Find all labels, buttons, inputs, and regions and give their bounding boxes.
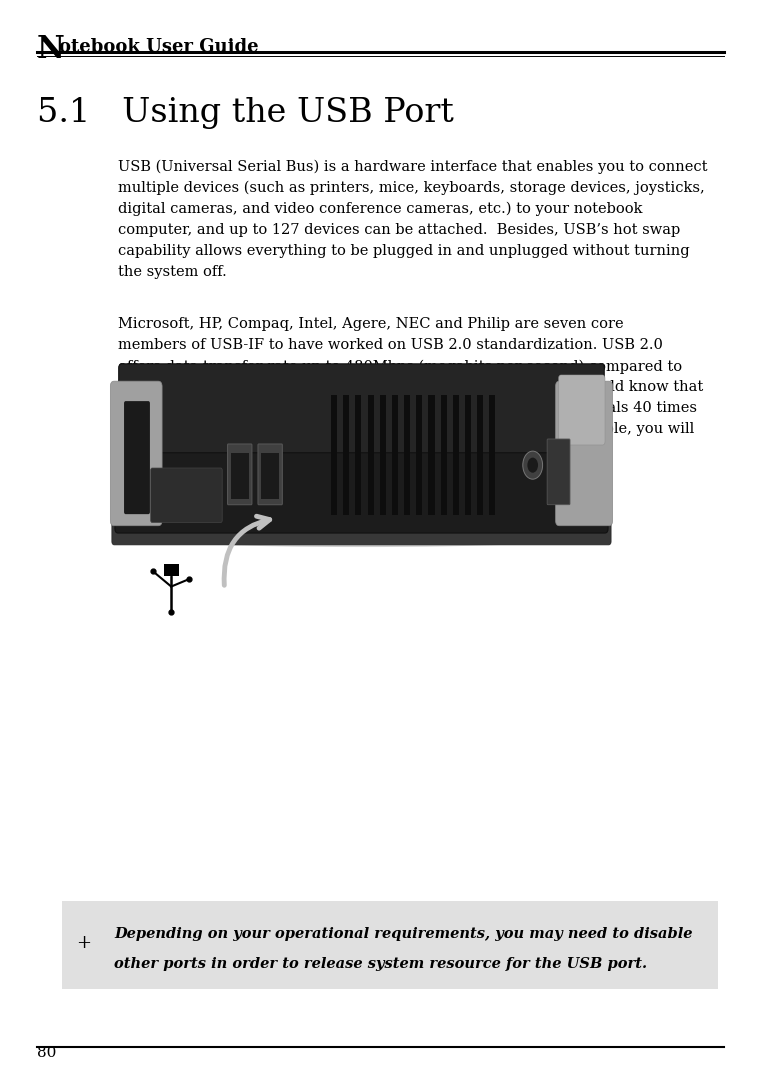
Text: multiple devices (such as printers, mice, keyboards, storage devices, joysticks,: multiple devices (such as printers, mice…	[118, 180, 705, 195]
Text: computer, and up to 127 devices can be attached.  Besides, USB’s hot swap: computer, and up to 127 devices can be a…	[118, 222, 680, 236]
FancyBboxPatch shape	[124, 401, 150, 515]
Text: USB (Universal Serial Bus) is a hardware interface that enables you to connect: USB (Universal Serial Bus) is a hardware…	[118, 160, 708, 174]
FancyBboxPatch shape	[112, 517, 611, 545]
Bar	[261, 453, 279, 498]
Bar	[428, 395, 435, 516]
Ellipse shape	[138, 528, 585, 547]
Bar	[355, 395, 361, 516]
Bar	[343, 395, 349, 516]
FancyBboxPatch shape	[119, 364, 604, 453]
FancyBboxPatch shape	[559, 375, 605, 445]
Circle shape	[523, 451, 543, 479]
Text: digital cameras, and video conference cameras, etc.) to your notebook: digital cameras, and video conference ca…	[118, 202, 642, 216]
Bar	[416, 395, 422, 516]
FancyBboxPatch shape	[547, 439, 570, 505]
Text: offers data transfer rate up to 480Mbps (megabits per second) compared to: offers data transfer rate up to 480Mbps …	[118, 359, 682, 373]
Text: USB 1.1 devices, which transfer at speeds of 12Mbps. So, you could know that: USB 1.1 devices, which transfer at speed…	[118, 380, 703, 394]
Text: USB 2.0 can transfer data between the computer and its peripherals 40 times: USB 2.0 can transfer data between the co…	[118, 401, 697, 415]
Text: capability allows everything to be plugged in and unplugged without turning: capability allows everything to be plugg…	[118, 244, 689, 258]
FancyBboxPatch shape	[110, 381, 162, 525]
Text: 80: 80	[37, 1046, 56, 1060]
Bar	[404, 395, 410, 516]
Bar	[368, 395, 374, 516]
FancyArrowPatch shape	[224, 516, 269, 585]
Text: Depending on your operational requirements, you may need to disable: Depending on your operational requiremen…	[114, 928, 693, 941]
Bar	[453, 395, 459, 516]
Text: be able to use a USB 1.1 device in a USB 2.0 compliant system.: be able to use a USB 1.1 device in a USB…	[118, 443, 590, 457]
Bar	[331, 395, 337, 516]
Bar	[392, 395, 398, 516]
Text: members of USB-IF to have worked on USB 2.0 standardization. USB 2.0: members of USB-IF to have worked on USB …	[118, 338, 663, 352]
Bar	[477, 395, 483, 516]
Text: the system off.: the system off.	[118, 264, 227, 278]
Text: other ports in order to release system resource for the USB port.: other ports in order to release system r…	[114, 957, 648, 970]
Bar	[380, 395, 386, 516]
Bar	[231, 453, 249, 498]
Text: 5.1   Using the USB Port: 5.1 Using the USB Port	[37, 97, 454, 129]
FancyBboxPatch shape	[151, 468, 222, 522]
Bar	[441, 395, 447, 516]
Text: faster than USB 1.1. However, USB 2.0 is fully backward compatible, you will: faster than USB 1.1. However, USB 2.0 is…	[118, 422, 694, 436]
Bar	[62, 901, 718, 989]
FancyBboxPatch shape	[258, 445, 282, 505]
Bar	[465, 395, 471, 516]
FancyBboxPatch shape	[556, 381, 613, 525]
Text: +: +	[76, 934, 91, 952]
Text: N: N	[37, 33, 65, 65]
Bar	[164, 564, 179, 576]
FancyBboxPatch shape	[115, 440, 608, 533]
Circle shape	[527, 457, 538, 473]
Text: otebook User Guide: otebook User Guide	[59, 38, 259, 56]
Text: Microsoft, HP, Compaq, Intel, Agere, NEC and Philip are seven core: Microsoft, HP, Compaq, Intel, Agere, NEC…	[118, 317, 623, 331]
Bar	[489, 395, 495, 516]
FancyBboxPatch shape	[228, 445, 252, 505]
